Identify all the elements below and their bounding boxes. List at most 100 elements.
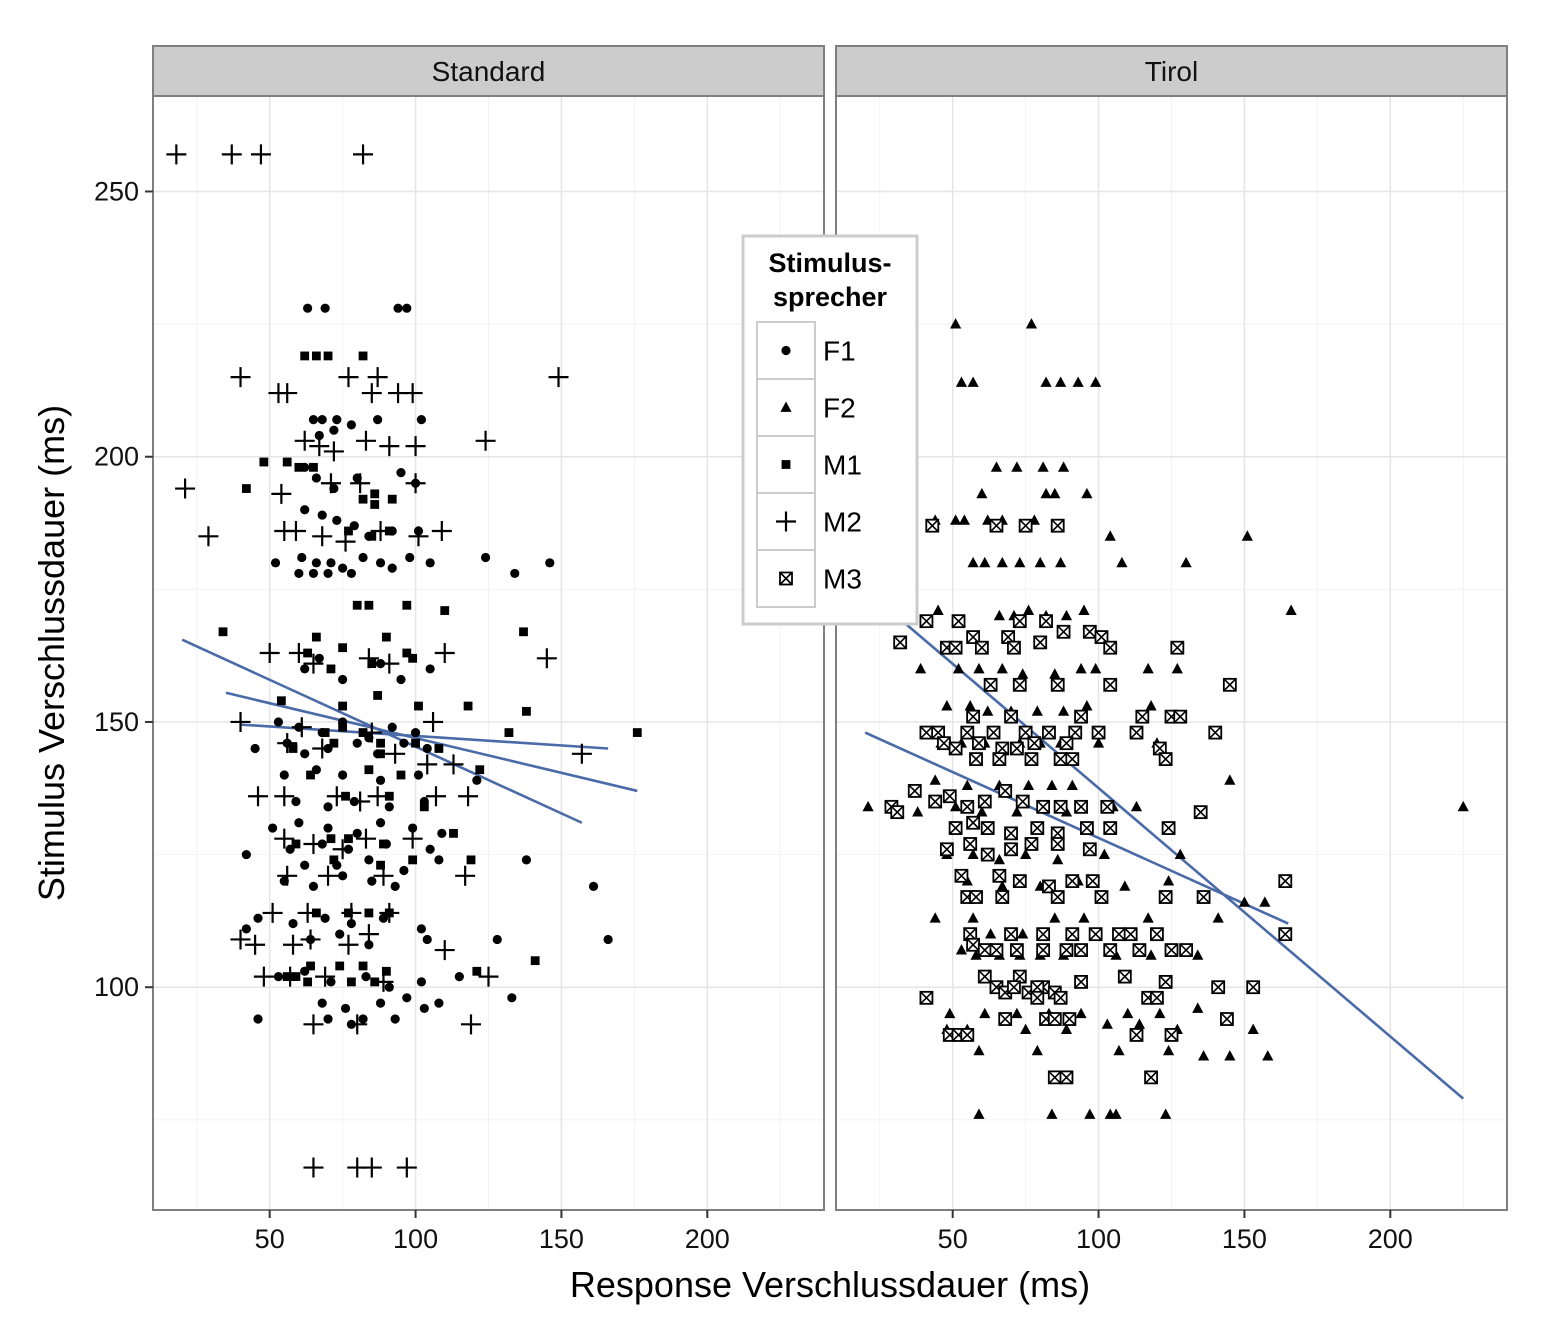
point-m2 (259, 643, 280, 663)
point-m3 (1074, 974, 1088, 989)
point-m2 (230, 711, 251, 732)
point-f1 (416, 924, 426, 934)
point-m2 (288, 643, 309, 663)
point-m3 (1278, 927, 1293, 942)
point-m2 (373, 865, 394, 886)
point-m3 (1042, 725, 1056, 740)
point-f2 (1040, 376, 1052, 387)
point-m2 (423, 711, 444, 732)
point-f1 (472, 775, 482, 785)
legend-entry-f2: F2 (756, 378, 856, 437)
point-f1 (314, 653, 324, 663)
point-f2 (1031, 1044, 1043, 1056)
point-f2 (1049, 487, 1061, 499)
point-m2 (300, 929, 321, 950)
legend-key-f1 (781, 345, 791, 356)
point-f2 (1075, 1007, 1087, 1019)
point-f2 (1092, 737, 1105, 748)
point-m2 (312, 526, 333, 547)
point-m2 (402, 383, 423, 404)
point-m1 (282, 457, 292, 467)
point-f2 (932, 604, 944, 615)
point-f2 (1031, 705, 1043, 716)
fit-line-m2 (181, 638, 583, 824)
point-m3 (998, 1012, 1013, 1026)
legend-entry-f1: F1 (756, 321, 856, 380)
point-m2 (230, 929, 251, 950)
point-m2 (166, 144, 187, 165)
point-f1 (323, 823, 333, 833)
point-f1 (311, 558, 321, 568)
point-m3 (1062, 1012, 1077, 1026)
strip-label-standard: Standard (432, 56, 546, 87)
point-f2 (985, 928, 997, 939)
point-f1 (317, 998, 327, 1008)
point-m3 (1018, 725, 1033, 740)
point-f2 (1133, 1018, 1146, 1029)
point-m2 (379, 902, 400, 923)
point-f1 (375, 558, 386, 568)
point-f1 (384, 982, 394, 992)
point-f2 (1081, 487, 1093, 499)
point-f1 (507, 993, 517, 1003)
point-f2 (979, 1007, 991, 1019)
point-f1 (241, 849, 251, 860)
point-m3 (1012, 969, 1027, 984)
point-f1 (437, 828, 447, 838)
point-m2 (475, 430, 496, 451)
point-f2 (1104, 530, 1116, 541)
point-m3 (1059, 736, 1074, 751)
point-m1 (294, 462, 304, 472)
point-m2 (277, 733, 298, 754)
fit-lines-tirol (864, 588, 1465, 1100)
point-m3 (931, 725, 946, 740)
point-m3 (1012, 614, 1027, 629)
point-f2 (955, 944, 968, 955)
point-f1 (291, 796, 301, 807)
point-m2 (443, 754, 464, 775)
legend-key-m2 (776, 511, 796, 532)
point-m1 (364, 765, 374, 775)
point-f1 (545, 558, 555, 568)
point-m3 (1053, 990, 1068, 1005)
point-m3 (1015, 794, 1030, 809)
point-m3 (1103, 821, 1118, 835)
point-f2 (1052, 853, 1064, 865)
point-f2 (1014, 556, 1026, 568)
panel-standard: Standard 50 100 150 200 (152, 45, 825, 1254)
x-tick-label: 200 (685, 1224, 730, 1254)
point-f2 (1020, 1023, 1032, 1035)
point-f1 (300, 505, 310, 515)
point-m3 (1050, 890, 1065, 904)
point-f2 (1174, 848, 1186, 859)
legend-label-m3: M3 (823, 564, 862, 595)
point-m1 (367, 659, 377, 669)
legend: Stimulus- sprecher F1 F2 M1 M2 M3 (741, 234, 919, 626)
point-f1 (346, 918, 356, 929)
point-f2 (996, 662, 1008, 674)
point-f2 (1457, 800, 1469, 812)
point-m2 (367, 367, 388, 388)
point-f2 (1057, 705, 1070, 716)
point-f2 (967, 848, 979, 859)
point-f2 (929, 912, 941, 923)
point-f2 (950, 318, 962, 329)
point-f2 (1078, 604, 1090, 615)
point-m3 (1164, 1028, 1179, 1042)
point-m1 (387, 494, 397, 504)
point-f1 (273, 717, 284, 727)
point-m3 (960, 725, 975, 740)
point-m3 (1222, 677, 1237, 692)
point-m2 (271, 483, 292, 504)
point-m3 (1208, 725, 1223, 740)
point-m2 (309, 436, 330, 457)
point-m1 (396, 770, 406, 780)
y-tick-label: 100 (94, 972, 139, 1002)
point-f1 (352, 828, 362, 838)
y-axis: 100 150 200 250 (94, 176, 153, 1002)
point-f2 (1049, 668, 1061, 679)
point-f1 (338, 674, 348, 685)
point-f2 (912, 806, 924, 817)
point-m3 (1082, 624, 1097, 639)
point-f2 (1247, 1023, 1259, 1035)
